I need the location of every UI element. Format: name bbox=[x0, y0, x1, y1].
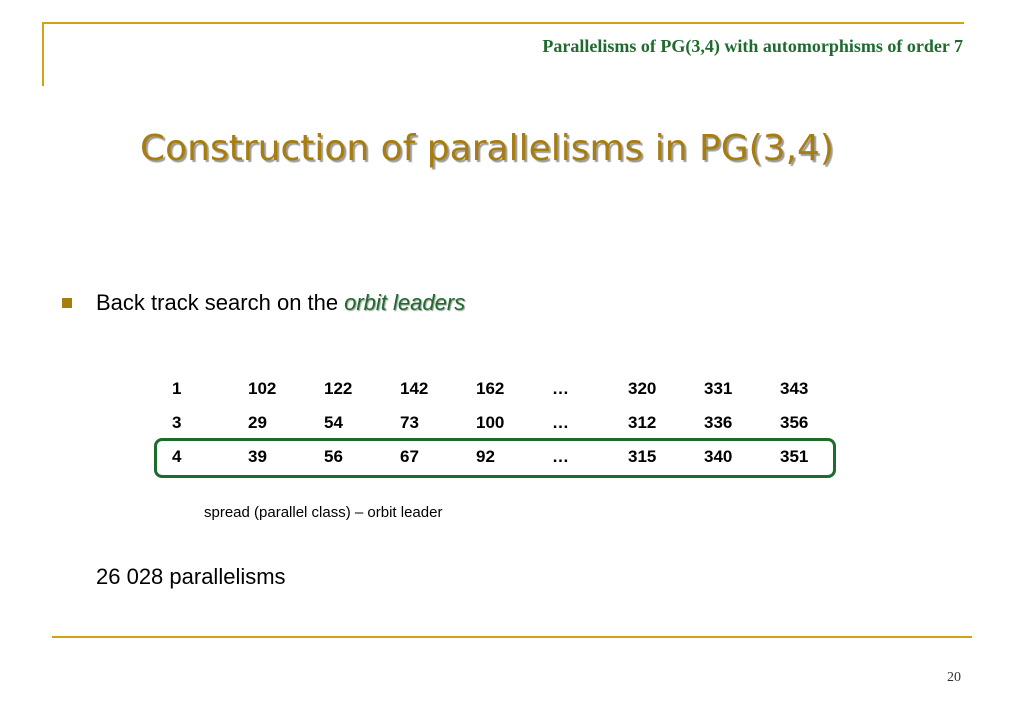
table-cell: 67 bbox=[400, 447, 419, 466]
table-cell: 122 bbox=[324, 379, 353, 398]
table-cell: 56 bbox=[324, 447, 343, 466]
slide-title: Construction of parallelisms in PG(3,4) bbox=[140, 128, 834, 169]
table-cell: 331 bbox=[704, 379, 733, 398]
header-frame-top-line bbox=[42, 22, 964, 24]
table-cell: 351 bbox=[780, 447, 809, 466]
table-cell: 3 bbox=[172, 413, 182, 432]
table-cell: 336 bbox=[704, 413, 733, 432]
orbit-leaders-table: 1 102 122 142 162 … 320 331 343 3 29 54 … bbox=[172, 372, 856, 474]
table-cell: … bbox=[552, 413, 569, 432]
table-cell: … bbox=[552, 379, 569, 398]
table-cell: 142 bbox=[400, 379, 429, 398]
bullet-item: Back track search on the orbit leaders bbox=[62, 290, 465, 316]
table-cell: 340 bbox=[704, 447, 733, 466]
table-cell: 356 bbox=[780, 413, 809, 432]
table-row: 3 29 54 73 100 … 312 336 356 bbox=[172, 406, 856, 440]
bullet-text-main: Back track search on the bbox=[96, 290, 339, 315]
table-cell: … bbox=[552, 447, 569, 466]
table-cell: 315 bbox=[628, 447, 657, 466]
table-cell: 29 bbox=[248, 413, 267, 432]
table-cell: 92 bbox=[476, 447, 495, 466]
highlight-box bbox=[154, 438, 836, 478]
table-cell: 54 bbox=[324, 413, 343, 432]
table-row-highlighted: 4 39 56 67 92 … 315 340 351 bbox=[172, 440, 856, 474]
bullet-text: Back track search on the orbit leaders bbox=[96, 290, 465, 316]
table-cell: 343 bbox=[780, 379, 809, 398]
table-cell: 320 bbox=[628, 379, 657, 398]
bullet-text-emphasis: orbit leaders bbox=[344, 290, 466, 315]
header-frame-left-line bbox=[42, 22, 44, 86]
page-number: 20 bbox=[947, 670, 961, 685]
footer-line bbox=[52, 636, 972, 638]
table-cell: 102 bbox=[248, 379, 277, 398]
table-cell: 312 bbox=[628, 413, 657, 432]
table-cell: 73 bbox=[400, 413, 419, 432]
table-cell: 1 bbox=[172, 379, 182, 398]
table-cell: 4 bbox=[172, 447, 182, 466]
parallelisms-count: 26 028 parallelisms bbox=[96, 564, 286, 589]
caption-text: spread (parallel class) – orbit leader bbox=[204, 504, 443, 521]
square-bullet-icon bbox=[62, 298, 72, 308]
table-cell: 162 bbox=[476, 379, 505, 398]
table-cell: 100 bbox=[476, 413, 505, 432]
header-title: Parallelisms of PG(3,4) with automorphis… bbox=[542, 36, 963, 56]
table-row: 1 102 122 142 162 … 320 331 343 bbox=[172, 372, 856, 406]
table-cell: 39 bbox=[248, 447, 267, 466]
